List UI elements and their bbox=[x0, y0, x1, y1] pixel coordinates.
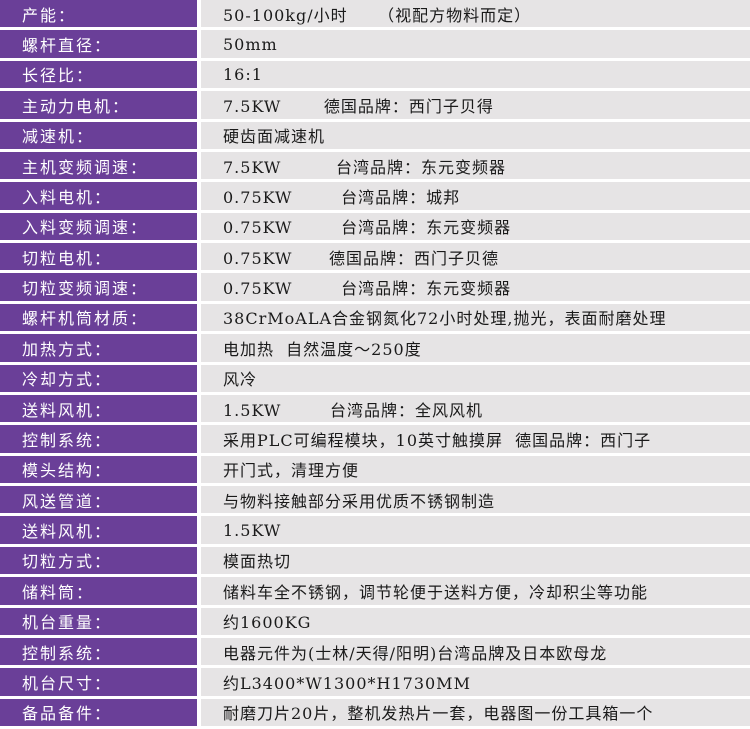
spec-label: 冷却方式： bbox=[0, 364, 197, 392]
spec-row: 储料筒： 储料车全不锈钢，调节轮便于送料方便，冷却积尘等功能 bbox=[0, 577, 750, 607]
spec-row: 切粒电机： 0.75KW 德国品牌：西门子贝德 bbox=[0, 243, 750, 273]
spec-value: 1.5KW 台湾品牌：全风风机 bbox=[201, 394, 750, 423]
spec-label: 储料筒： bbox=[0, 577, 197, 605]
spec-row: 入料电机： 0.75KW 台湾品牌：城邦 bbox=[0, 182, 750, 212]
spec-value: 0.75KW 台湾品牌：东元变频器 bbox=[201, 212, 750, 240]
spec-label: 备品备件： bbox=[0, 698, 197, 726]
spec-label: 控制系统： bbox=[0, 637, 197, 666]
spec-row: 送料风机： 1.5KW bbox=[0, 516, 750, 546]
spec-row: 螺杆直径： 50mm bbox=[0, 30, 750, 60]
spec-value: 16:1 bbox=[201, 60, 750, 89]
spec-label: 机台尺寸： bbox=[0, 668, 197, 696]
spec-value: 电器元件为(士林/天得/阳明)台湾品牌及日本欧母龙 bbox=[201, 637, 750, 666]
spec-label: 减速机： bbox=[0, 121, 197, 149]
spec-row: 入料变频调速： 0.75KW 台湾品牌：东元变频器 bbox=[0, 212, 750, 243]
spec-row: 冷却方式： 风冷 bbox=[0, 364, 750, 395]
spec-row: 长径比： 16:1 bbox=[0, 60, 750, 91]
spec-label: 控制系统： bbox=[0, 425, 197, 453]
spec-label: 螺杆直径： bbox=[0, 30, 197, 58]
spec-value: 电加热 自然温度～250度 bbox=[201, 334, 750, 362]
spec-value: 38CrMoALA合金钢氮化72小时处理,抛光，表面耐磨处理 bbox=[201, 303, 750, 332]
spec-row: 机台尺寸： 约L3400*W1300*H1730MM bbox=[0, 668, 750, 698]
spec-value: 50-100kg/小时 （视配方物料而定） bbox=[201, 0, 750, 28]
spec-label: 送料风机： bbox=[0, 394, 197, 423]
spec-value: 7.5KW 德国品牌：西门子贝得 bbox=[201, 91, 750, 119]
spec-value: 0.75KW 台湾品牌：城邦 bbox=[201, 182, 750, 210]
spec-row: 备品备件： 耐磨刀片20片，整机发热片一套，电器图一份工具箱一个 bbox=[0, 698, 750, 729]
spec-label: 风送管道： bbox=[0, 486, 197, 514]
spec-row: 减速机： 硬齿面减速机 bbox=[0, 121, 750, 152]
spec-label: 送料风机： bbox=[0, 516, 197, 544]
spec-value: 模面热切 bbox=[201, 546, 750, 575]
spec-label: 切粒电机： bbox=[0, 243, 197, 271]
spec-label: 模头结构： bbox=[0, 455, 197, 483]
spec-value: 采用PLC可编程模块，10英寸触摸屏 德国品牌：西门子 bbox=[201, 425, 750, 453]
spec-label: 入料变频调速： bbox=[0, 212, 197, 240]
spec-row: 切粒变频调速： 0.75KW 台湾品牌：东元变频器 bbox=[0, 273, 750, 303]
spec-value: 耐磨刀片20片，整机发热片一套，电器图一份工具箱一个 bbox=[201, 698, 750, 726]
spec-row: 风送管道： 与物料接触部分采用优质不锈钢制造 bbox=[0, 486, 750, 516]
spec-label: 主机变频调速： bbox=[0, 151, 197, 180]
spec-row: 送料风机： 1.5KW 台湾品牌：全风风机 bbox=[0, 394, 750, 425]
spec-value: 7.5KW 台湾品牌：东元变频器 bbox=[201, 151, 750, 180]
spec-label: 产能： bbox=[0, 0, 197, 28]
spec-label: 机台重量： bbox=[0, 607, 197, 635]
spec-value: 约L3400*W1300*H1730MM bbox=[201, 668, 750, 696]
spec-row: 产能： 50-100kg/小时 （视配方物料而定） bbox=[0, 0, 750, 30]
spec-row: 机台重量： 约1600KG bbox=[0, 607, 750, 638]
spec-value: 硬齿面减速机 bbox=[201, 121, 750, 149]
spec-row: 螺杆机筒材质： 38CrMoALA合金钢氮化72小时处理,抛光，表面耐磨处理 bbox=[0, 303, 750, 334]
spec-value: 风冷 bbox=[201, 364, 750, 392]
spec-value: 0.75KW 台湾品牌：东元变频器 bbox=[201, 273, 750, 301]
spec-label: 长径比： bbox=[0, 60, 197, 89]
spec-label: 主动力电机： bbox=[0, 91, 197, 119]
spec-value: 储料车全不锈钢，调节轮便于送料方便，冷却积尘等功能 bbox=[201, 577, 750, 605]
spec-row: 模头结构： 开门式，清理方便 bbox=[0, 455, 750, 486]
spec-label: 入料电机： bbox=[0, 182, 197, 210]
spec-label: 螺杆机筒材质： bbox=[0, 303, 197, 332]
spec-label: 切粒变频调速： bbox=[0, 273, 197, 301]
spec-label: 加热方式： bbox=[0, 334, 197, 362]
spec-value: 50mm bbox=[201, 30, 750, 58]
spec-row: 加热方式： 电加热 自然温度～250度 bbox=[0, 334, 750, 364]
spec-value: 0.75KW 德国品牌：西门子贝德 bbox=[201, 243, 750, 271]
spec-value: 约1600KG bbox=[201, 607, 750, 635]
spec-value: 与物料接触部分采用优质不锈钢制造 bbox=[201, 486, 750, 514]
spec-row: 主动力电机： 7.5KW 德国品牌：西门子贝得 bbox=[0, 91, 750, 121]
spec-row: 控制系统： 电器元件为(士林/天得/阳明)台湾品牌及日本欧母龙 bbox=[0, 637, 750, 668]
spec-label: 切粒方式： bbox=[0, 546, 197, 575]
spec-row: 切粒方式： 模面热切 bbox=[0, 546, 750, 577]
spec-row: 主机变频调速： 7.5KW 台湾品牌：东元变频器 bbox=[0, 151, 750, 182]
spec-value: 1.5KW bbox=[201, 516, 750, 544]
spec-row: 控制系统： 采用PLC可编程模块，10英寸触摸屏 德国品牌：西门子 bbox=[0, 425, 750, 455]
spec-value: 开门式，清理方便 bbox=[201, 455, 750, 483]
